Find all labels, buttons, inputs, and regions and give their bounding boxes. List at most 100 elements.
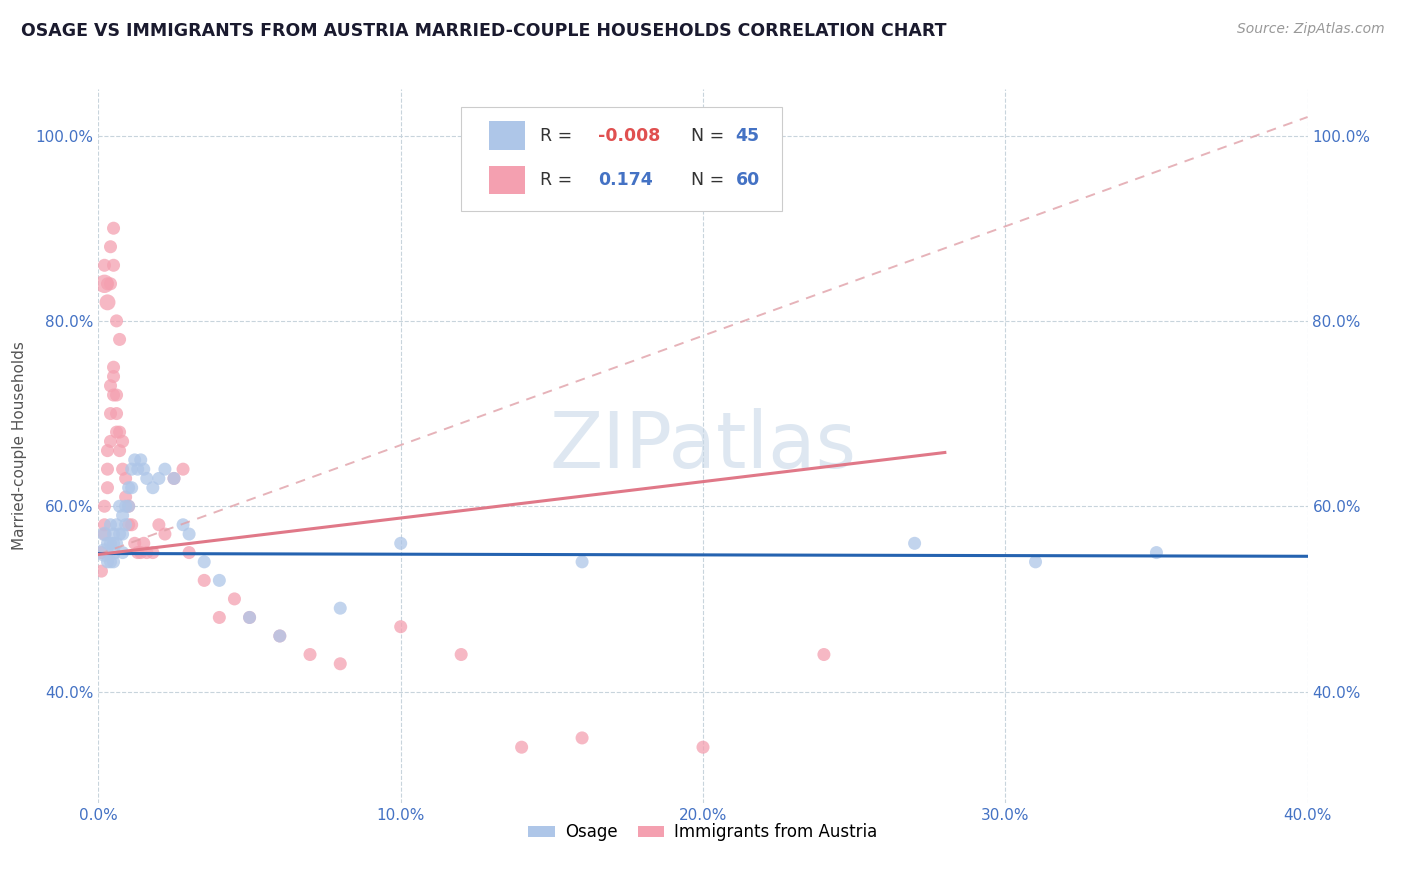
Point [103,369,125,384]
Point [90,545,112,559]
Legend: Osage, Immigrants from Austria: Osage, Immigrants from Austria [522,817,884,848]
Point [100,555,122,569]
Text: N =: N = [690,127,724,145]
Point [510,740,533,755]
Point [100,378,122,392]
Text: R =: R = [540,127,572,145]
Point [105,388,128,402]
Point [93,527,115,541]
Point [100,407,122,421]
Text: OSAGE VS IMMIGRANTS FROM AUSTRIA MARRIED-COUPLE HOUSEHOLDS CORRELATION CHART: OSAGE VS IMMIGRANTS FROM AUSTRIA MARRIED… [21,22,946,40]
FancyBboxPatch shape [489,166,526,194]
Point [208,610,231,624]
Point [114,490,136,504]
Point [172,517,194,532]
Point [108,443,131,458]
Point [118,500,141,514]
Point [93,517,115,532]
Point [329,657,352,671]
Point [100,240,122,254]
Point [692,740,714,755]
Y-axis label: Married-couple Households: Married-couple Households [13,342,27,550]
FancyBboxPatch shape [461,107,782,211]
Point [127,545,149,559]
Point [103,536,125,550]
Point [179,545,201,559]
Point [193,555,215,569]
Point [148,517,170,532]
Text: R =: R = [540,171,572,189]
Point [114,471,136,485]
Point [571,555,593,569]
Point [389,620,412,634]
Point [111,434,134,449]
Point [193,574,215,588]
Point [239,610,262,624]
Text: 45: 45 [735,127,759,145]
FancyBboxPatch shape [489,121,526,150]
Point [103,360,125,375]
Point [118,517,141,532]
Point [93,258,115,272]
Point [111,462,134,476]
Point [100,536,122,550]
Point [163,471,186,485]
Point [111,508,134,523]
Point [239,610,262,624]
Point [450,648,472,662]
Point [129,453,152,467]
Point [129,545,152,559]
Point [100,277,122,291]
Point [153,527,176,541]
Point [904,536,927,550]
Point [208,574,231,588]
Point [96,277,118,291]
Point [93,545,115,559]
Point [108,425,131,439]
Point [103,527,125,541]
Point [105,517,128,532]
Point [135,471,157,485]
Point [813,648,835,662]
Point [103,258,125,272]
Point [132,536,155,550]
Text: Source: ZipAtlas.com: Source: ZipAtlas.com [1237,22,1385,37]
Point [1144,545,1167,559]
Point [111,527,134,541]
Point [111,545,134,559]
Point [105,536,128,550]
Point [108,333,131,347]
Point [103,545,125,559]
Point [96,462,118,476]
Point [299,648,322,662]
Point [121,517,143,532]
Text: -0.008: -0.008 [598,127,661,145]
Point [103,221,125,235]
Text: ZIPatlas: ZIPatlas [550,408,856,484]
Point [96,555,118,569]
Point [118,500,141,514]
Point [142,545,165,559]
Point [103,388,125,402]
Point [224,591,246,606]
Text: 60: 60 [735,171,759,189]
Point [93,500,115,514]
Point [100,434,122,449]
Point [329,601,352,615]
Point [96,295,118,310]
Point [90,564,112,578]
Point [93,277,115,291]
Point [108,500,131,514]
Point [132,462,155,476]
Point [105,314,128,328]
Point [389,536,412,550]
Point [269,629,291,643]
Point [121,481,143,495]
Point [172,462,194,476]
Point [96,443,118,458]
Point [105,407,128,421]
Point [163,471,186,485]
Point [153,462,176,476]
Point [135,545,157,559]
Point [108,527,131,541]
